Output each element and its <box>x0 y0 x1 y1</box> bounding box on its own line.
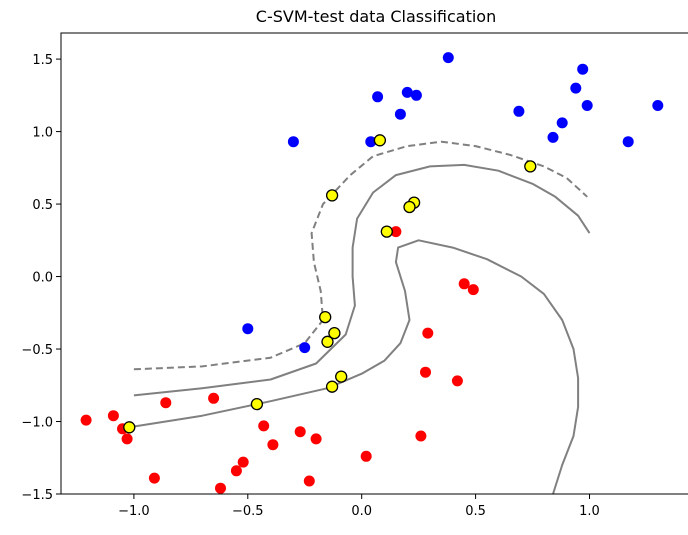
point-s1-0 <box>390 226 402 238</box>
point-s1-5 <box>420 366 431 378</box>
point-s2-12 <box>123 421 136 434</box>
point-s1-14 <box>294 426 306 438</box>
y-tick-label-3: 0.0 <box>32 271 53 286</box>
point-s1-12 <box>258 420 270 432</box>
y-tick-label-1: −1.0 <box>21 416 53 431</box>
x-tick-label-2: 0.0 <box>351 504 372 519</box>
point-s1-20 <box>148 472 160 484</box>
point-s0-5 <box>513 105 525 117</box>
point-s2-8 <box>321 335 334 348</box>
point-s0-9 <box>394 108 406 120</box>
y-tick-label-0: −1.5 <box>21 488 53 503</box>
point-s2-10 <box>325 380 339 393</box>
point-s2-6 <box>319 310 332 324</box>
point-s0-1 <box>577 63 589 75</box>
point-s0-6 <box>401 86 413 98</box>
y-tick-label-4: 0.5 <box>32 198 53 213</box>
point-s0-4 <box>652 100 664 111</box>
x-tick-label-1: −0.5 <box>232 504 264 519</box>
point-s0-14 <box>287 136 299 148</box>
decision-curve-solid-2 <box>129 239 580 494</box>
chart-title: C-SVM-test data Classification <box>256 7 496 26</box>
point-s2-2 <box>325 189 339 202</box>
point-s0-0 <box>442 52 454 64</box>
point-s1-8 <box>80 414 92 426</box>
margin-curve-dashed-0 <box>133 140 588 371</box>
point-s0-12 <box>622 136 634 148</box>
point-s1-18 <box>237 456 249 468</box>
y-axis-ticks: −1.5 −1.0 −0.5 0.0 0.5 1.0 1.5 <box>21 53 61 503</box>
point-s0-13 <box>365 136 377 148</box>
point-s1-11 <box>121 433 133 445</box>
point-s1-13 <box>267 439 279 451</box>
data-points <box>80 52 664 494</box>
point-s1-3 <box>422 327 434 339</box>
point-s0-3 <box>581 100 593 111</box>
point-s0-7 <box>410 89 422 101</box>
point-s1-1 <box>458 278 470 290</box>
x-tick-label-3: 0.5 <box>465 504 486 519</box>
y-tick-label-5: 1.0 <box>32 126 53 141</box>
x-tick-label-4: 1.0 <box>579 504 600 519</box>
point-s2-11 <box>250 397 264 411</box>
point-s1-9 <box>107 410 119 422</box>
y-tick-label-6: 1.5 <box>32 53 53 68</box>
point-s0-15 <box>242 323 254 335</box>
point-s0-10 <box>556 117 568 129</box>
point-s1-7 <box>160 397 172 409</box>
point-s1-6 <box>208 392 220 404</box>
point-s2-0 <box>373 134 387 147</box>
plot-frame <box>60 32 688 495</box>
point-s2-1 <box>524 160 537 173</box>
point-s1-4 <box>451 375 463 387</box>
y-tick-label-2: −0.5 <box>21 343 53 358</box>
decision-curves <box>129 140 591 494</box>
point-s1-15 <box>310 433 322 445</box>
point-s1-19 <box>230 465 242 477</box>
x-tick-label-0: −1.0 <box>118 504 150 519</box>
x-axis-ticks: −1.0 −0.5 0.0 0.5 1.0 <box>118 494 600 519</box>
point-s1-17 <box>360 450 372 462</box>
point-s0-8 <box>372 91 384 103</box>
point-s0-11 <box>547 131 559 143</box>
point-s2-5 <box>380 225 393 238</box>
point-s1-21 <box>303 475 315 487</box>
point-s2-7 <box>328 326 341 340</box>
point-s1-22 <box>215 482 226 494</box>
point-s1-2 <box>467 284 479 296</box>
point-s2-4 <box>403 200 416 214</box>
point-s0-16 <box>299 342 311 354</box>
point-s0-2 <box>570 82 582 94</box>
point-s1-16 <box>415 430 427 442</box>
point-s2-9 <box>335 370 348 383</box>
decision-curve-solid-1 <box>133 163 591 397</box>
